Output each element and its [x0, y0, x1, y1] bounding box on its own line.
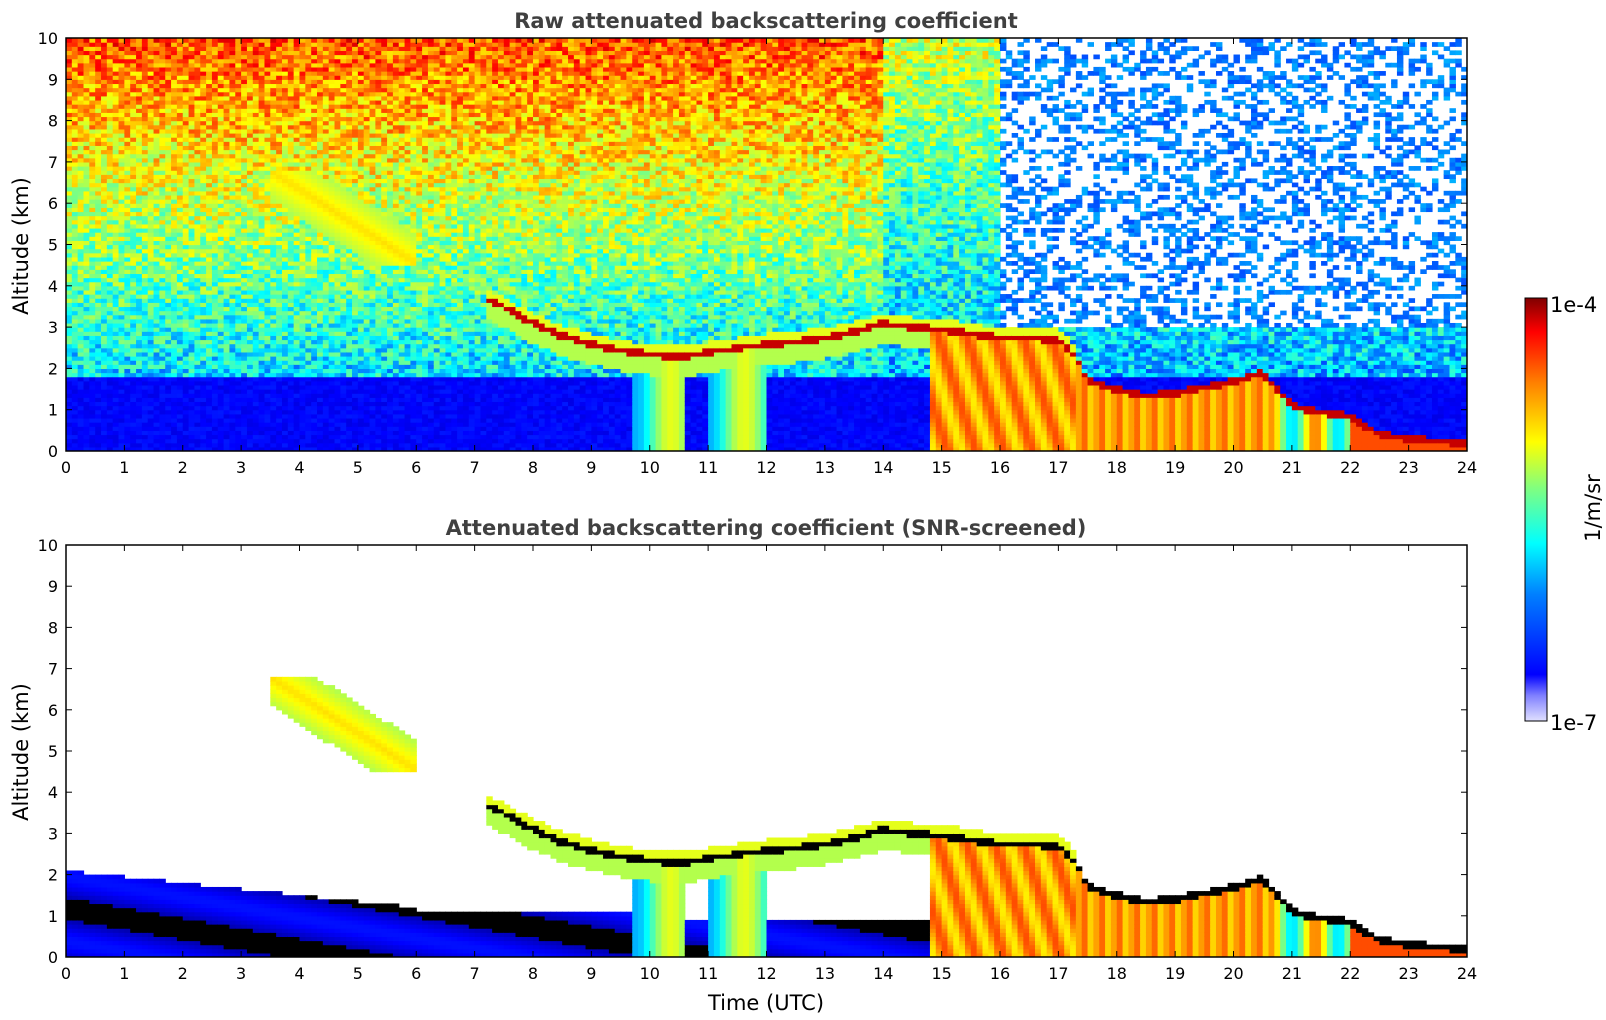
x-tick-label: 16 — [990, 458, 1010, 477]
x-tick-label: 12 — [756, 964, 776, 983]
panel-screened: Attenuated backscattering coefficient (S… — [9, 516, 1477, 1015]
y-tick-label: 1 — [48, 907, 58, 926]
colorbar-unit-label: 1/m/sr — [1581, 474, 1605, 542]
x-tick-label: 3 — [236, 458, 246, 477]
y-tick-label: 6 — [48, 194, 58, 213]
x-tick-label: 1 — [119, 964, 129, 983]
x-tick-label: 7 — [470, 964, 480, 983]
x-tick-label: 0 — [61, 964, 71, 983]
x-tick-label: 11 — [698, 964, 718, 983]
x-tick-label: 1 — [119, 458, 129, 477]
y-tick-label: 10 — [38, 536, 58, 555]
x-tick-label: 0 — [61, 458, 71, 477]
y-tick-label: 2 — [48, 866, 58, 885]
x-tick-label: 19 — [1165, 458, 1185, 477]
x-tick-label: 18 — [1107, 458, 1127, 477]
x-tick-label: 15 — [931, 458, 951, 477]
y-tick-label: 3 — [48, 318, 58, 337]
x-tick-label: 9 — [586, 964, 596, 983]
panel-raw-ylabel: Altitude (km) — [9, 177, 33, 315]
panel-raw-title: Raw attenuated backscattering coefficien… — [514, 9, 1018, 33]
y-tick-label: 5 — [48, 742, 58, 761]
x-tick-label: 5 — [353, 458, 363, 477]
colorbar-max-label: 1e-4 — [1550, 293, 1597, 317]
x-tick-label: 16 — [990, 964, 1010, 983]
panel-raw-y-ticks: 0 1 2 3 4 5 6 7 8 9 10 — [38, 29, 1467, 461]
x-tick-label: 15 — [931, 964, 951, 983]
x-tick-label: 14 — [873, 964, 893, 983]
x-tick-label: 20 — [1223, 964, 1243, 983]
y-tick-label: 9 — [48, 70, 58, 89]
x-tick-label: 8 — [528, 458, 538, 477]
x-tick-label: 10 — [640, 964, 660, 983]
x-tick-label: 18 — [1107, 964, 1127, 983]
colorbar: 1e-4 1e-7 1/m/sr — [1524, 293, 1605, 735]
panel-raw-x-ticks: 0 1 2 3 4 5 6 7 8 9 10 11 12 13 14 15 16 17 18 19 20 21 22 23 24 — [61, 38, 1477, 477]
y-tick-label: 4 — [48, 277, 58, 296]
x-tick-label: 22 — [1340, 964, 1360, 983]
raw-backscatter-heatmap — [66, 38, 1467, 451]
x-tick-label: 6 — [411, 964, 421, 983]
y-tick-label: 6 — [48, 701, 58, 720]
panel-screened-xlabel: Time (UTC) — [707, 991, 824, 1015]
y-tick-label: 1 — [48, 401, 58, 420]
y-tick-label: 10 — [38, 29, 58, 48]
x-tick-label: 12 — [756, 458, 776, 477]
panel-screened-title: Attenuated backscattering coefficient (S… — [446, 516, 1087, 540]
y-tick-label: 9 — [48, 577, 58, 596]
x-tick-label: 13 — [815, 964, 835, 983]
x-tick-label: 10 — [640, 458, 660, 477]
y-tick-label: 7 — [48, 660, 58, 679]
y-tick-label: 2 — [48, 359, 58, 378]
x-tick-label: 7 — [470, 458, 480, 477]
panel-screened-ylabel: Altitude (km) — [9, 683, 33, 821]
x-tick-label: 3 — [236, 964, 246, 983]
x-tick-label: 4 — [294, 964, 304, 983]
y-tick-label: 8 — [48, 112, 58, 131]
x-tick-label: 4 — [294, 458, 304, 477]
x-tick-label: 22 — [1340, 458, 1360, 477]
x-tick-label: 21 — [1282, 458, 1302, 477]
x-tick-label: 17 — [1048, 458, 1068, 477]
x-tick-label: 2 — [178, 458, 188, 477]
colorbar-min-label: 1e-7 — [1550, 711, 1597, 735]
x-tick-label: 5 — [353, 964, 363, 983]
x-tick-label: 2 — [178, 964, 188, 983]
y-tick-label: 5 — [48, 236, 58, 255]
x-tick-label: 9 — [586, 458, 596, 477]
x-tick-label: 19 — [1165, 964, 1185, 983]
panel-raw: Raw attenuated backscattering coefficien… — [9, 9, 1477, 477]
y-tick-label: 4 — [48, 783, 58, 802]
x-tick-label: 11 — [698, 458, 718, 477]
x-tick-label: 20 — [1223, 458, 1243, 477]
panel-screened-x-ticks: 0 1 2 3 4 5 6 7 8 9 10 11 12 13 14 15 16 17 18 19 20 21 22 23 24 — [61, 545, 1477, 983]
y-tick-label: 7 — [48, 153, 58, 172]
y-tick-label: 3 — [48, 824, 58, 843]
x-tick-label: 24 — [1457, 964, 1477, 983]
x-tick-label: 13 — [815, 458, 835, 477]
x-tick-label: 21 — [1282, 964, 1302, 983]
y-tick-label: 0 — [48, 442, 58, 461]
x-tick-label: 24 — [1457, 458, 1477, 477]
y-tick-label: 8 — [48, 618, 58, 637]
x-tick-label: 8 — [528, 964, 538, 983]
x-tick-label: 23 — [1398, 964, 1418, 983]
colorbar-gradient — [1524, 297, 1548, 722]
panel-screened-y-ticks: 0 1 2 3 4 5 6 7 8 9 10 — [38, 536, 1467, 967]
x-tick-label: 6 — [411, 458, 421, 477]
x-tick-label: 14 — [873, 458, 893, 477]
x-tick-label: 23 — [1398, 458, 1418, 477]
screened-backscatter-heatmap — [66, 676, 1467, 957]
y-tick-label: 0 — [48, 948, 58, 967]
x-tick-label: 17 — [1048, 964, 1068, 983]
